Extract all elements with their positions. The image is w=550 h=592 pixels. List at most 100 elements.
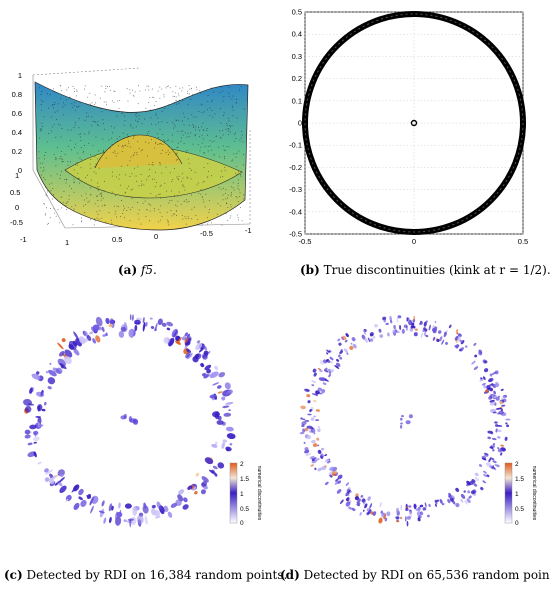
detected-discontinuity-patch (228, 409, 231, 412)
surface-sample-point (74, 91, 75, 92)
surface-sample-point (73, 181, 75, 183)
detected-discontinuity-patch (184, 337, 191, 346)
surface-sample-point (193, 206, 195, 208)
surface-sample-point (43, 116, 45, 118)
surface-sample-point (75, 143, 76, 145)
surface-sample-point (236, 214, 238, 216)
surface-sample-point (215, 135, 217, 137)
surface-sample-point (94, 203, 96, 205)
detected-discontinuity-patch (127, 518, 135, 521)
surface-sample-point (129, 160, 131, 162)
surface-sample-point (243, 154, 244, 155)
surface-sample-point (237, 217, 239, 218)
surface-sample-point (80, 133, 81, 135)
surface-sample-point (115, 155, 117, 157)
detected-discontinuity-patch (363, 499, 366, 505)
surface-sample-point (62, 201, 64, 203)
detected-discontinuity-patch (316, 437, 320, 441)
surface-sample-point (61, 128, 63, 129)
surface-sample-point (224, 156, 225, 158)
surface-sample-point (41, 122, 43, 124)
surface-sample-point (152, 88, 153, 90)
surface-sample-point (122, 213, 124, 214)
surface-sample-point (220, 205, 222, 207)
surface-sample-point (209, 145, 211, 147)
detected-discontinuity-patch (448, 492, 452, 498)
surface-sample-point (66, 209, 67, 211)
surface-sample-point (96, 186, 98, 188)
surface-sample-point (60, 156, 62, 158)
detected-discontinuity-patch (494, 383, 500, 388)
surface-sample-point (92, 145, 94, 146)
detected-discontinuity-patch (311, 393, 318, 396)
surface-sample-point (121, 151, 123, 153)
detected-discontinuity-patch (44, 401, 47, 406)
surface-sample-point (85, 204, 86, 205)
surface-sample-point (187, 118, 189, 120)
surface-sample-point (171, 199, 173, 201)
surface-sample-point (84, 88, 85, 90)
surface-sample-point (79, 157, 81, 159)
surface-sample-point (150, 204, 151, 206)
detected-discontinuity-patch (441, 339, 445, 345)
surface-sample-point (227, 197, 228, 199)
surface-sample-point (41, 109, 42, 111)
surface-sample-point (242, 164, 244, 166)
surface-sample-point (219, 156, 220, 158)
detected-discontinuity-patch (154, 322, 158, 332)
detected-discontinuity-patch (212, 465, 218, 470)
detected-discontinuity-patch (306, 425, 313, 429)
surface-sample-point (54, 111, 56, 113)
surface-sample-point (195, 86, 197, 88)
detected-discontinuity-patch (345, 333, 349, 338)
detected-discontinuity-patch (390, 320, 393, 324)
surface-sample-point (187, 96, 189, 98)
detected-discontinuity-patch (415, 508, 420, 512)
surface-sample-point (187, 177, 189, 179)
surface-sample-point (67, 164, 69, 166)
surface-sample-point (207, 163, 209, 165)
surface-sample-point (117, 100, 119, 102)
surface-sample-point (91, 116, 93, 118)
surface-sample-point (152, 178, 153, 180)
surface-sample-point (98, 186, 100, 188)
x-axis-ticks: -0.5 0 0.5 (299, 237, 529, 246)
y-tick-label: -0.3 (289, 185, 302, 194)
detected-discontinuity-patch (457, 336, 461, 341)
detected-discontinuity-patch (326, 358, 329, 362)
detected-discontinuity-patch (82, 337, 89, 343)
surface-sample-point (47, 191, 49, 193)
surface-sample-point (67, 145, 69, 147)
detected-discontinuity-patch (343, 348, 348, 353)
surface-sample-point (243, 194, 245, 196)
detected-discontinuity-patch (208, 469, 218, 476)
detected-discontinuity-patch (73, 502, 80, 510)
detected-discontinuity-patch (346, 352, 349, 355)
detected-discontinuity-patch (395, 516, 400, 520)
surface-sample-point (122, 146, 124, 148)
detected-discontinuity-patch (185, 352, 191, 358)
surface-sample-point (240, 175, 242, 177)
detected-discontinuity-patch (304, 419, 310, 423)
surface-sample-point (89, 103, 91, 105)
ytick-label: 1 (15, 171, 19, 180)
surface-sample-point (238, 189, 240, 191)
y-tick-label: 0 (298, 119, 302, 128)
detected-discontinuity-patch (201, 352, 209, 359)
surface-sample-point (195, 116, 197, 118)
surface-sample-point (180, 140, 182, 142)
surface-sample-point (201, 111, 203, 113)
detected-discontinuity-patch (497, 447, 500, 450)
surface-sample-point (50, 190, 52, 192)
surface-sample-point (176, 153, 178, 155)
surface-sample-point (200, 193, 202, 195)
detected-discontinuity-patch (491, 395, 495, 399)
surface-sample-point (237, 185, 239, 187)
surface-sample-point (224, 167, 225, 169)
surface-sample-point (226, 219, 228, 221)
surface-sample-point (123, 124, 125, 126)
detected-discontinuity-patch (217, 462, 225, 469)
surface-sample-point (77, 106, 79, 108)
surface-sample-point (150, 117, 152, 119)
surface-sample-point (88, 133, 90, 135)
